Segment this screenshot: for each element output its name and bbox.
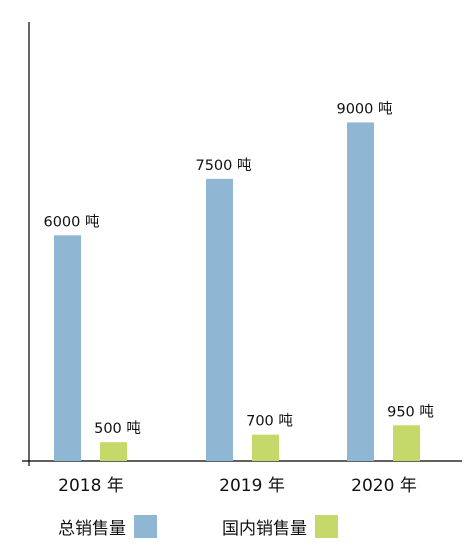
legend: 总销售量 国内销售量 [0, 514, 464, 544]
x-tick-label-2: 2020 年 [351, 476, 417, 496]
value-label-domestic-2: 950 吨 [387, 403, 434, 420]
legend-label-total: 总销售量 [58, 519, 126, 539]
legend-swatch-domestic [315, 515, 338, 538]
value-label-domestic-0: 500 吨 [94, 420, 141, 437]
value-labels-group: 6000 吨 7500 吨 9000 吨 500 吨 700 吨 950 吨 [43, 100, 433, 437]
legend-item-domestic: 国内销售量 [222, 514, 338, 539]
value-label-total-1: 7500 吨 [195, 157, 251, 174]
bar-total-2 [347, 122, 374, 461]
value-label-total-2: 9000 吨 [336, 100, 392, 117]
legend-swatch-total [134, 515, 157, 538]
bar-domestic-1 [252, 434, 279, 461]
bar-total-0 [54, 235, 81, 461]
bar-domestic-0 [100, 442, 127, 461]
value-label-total-0: 6000 吨 [43, 213, 99, 230]
value-label-domestic-1: 700 吨 [246, 413, 293, 430]
bar-total-1 [206, 178, 233, 461]
x-tick-label-1: 2019 年 [219, 476, 285, 496]
x-tick-label-0: 2018 年 [58, 476, 124, 496]
x-tick-labels-group: 2018 年 2019 年 2020 年 [58, 476, 417, 496]
legend-label-domestic: 国内销售量 [222, 519, 307, 539]
bar-domestic-2 [393, 425, 420, 461]
legend-item-total: 总销售量 [58, 514, 157, 539]
bar-chart: 6000 吨 7500 吨 9000 吨 500 吨 700 吨 950 吨 2018 年… [22, 22, 462, 496]
bars-group [54, 122, 420, 461]
